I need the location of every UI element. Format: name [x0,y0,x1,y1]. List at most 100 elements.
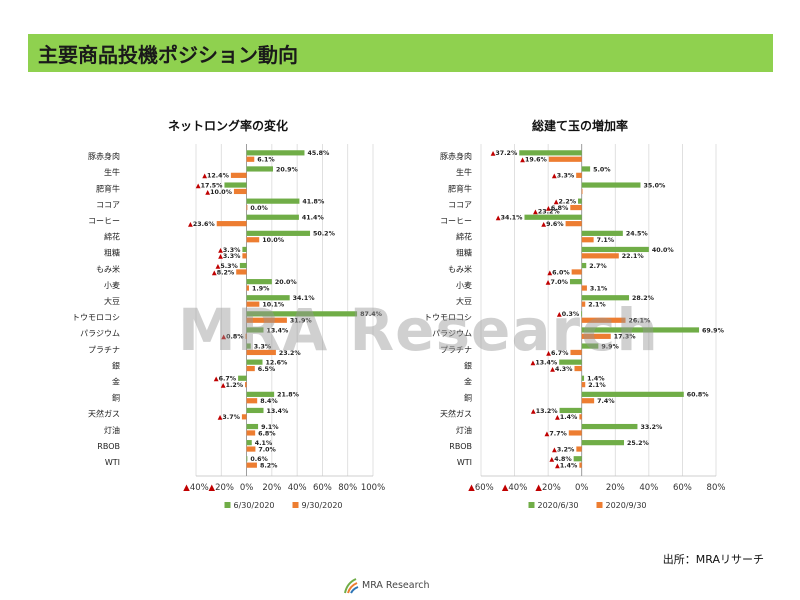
bar [246,285,249,291]
mra-logo-icon [344,578,359,594]
bar [246,301,260,307]
category-label: コーヒー [88,216,120,225]
data-label: ▲13.4% [531,359,558,366]
data-label: 17.3% [614,334,637,341]
legend-swatch [596,502,603,508]
bar [239,262,247,269]
data-label: 8.2% [260,462,278,469]
x-tick-label: 100% [361,483,385,493]
legend-label: 6/30/2020 [234,501,275,510]
data-label: ▲7.0% [546,279,569,286]
bar [571,269,582,275]
category-label: パラジウム [432,329,472,338]
category-label: 天然ガス [440,409,472,419]
bar [224,182,247,188]
bar [519,150,582,156]
category-label: 金 [112,376,120,386]
bar [570,204,582,211]
bar [581,327,700,333]
bar [565,221,582,227]
data-label: ▲2.2% [554,198,577,205]
bar [246,343,251,349]
data-label: 60.8% [687,392,710,399]
legend-label: 2020/6/30 [538,501,579,510]
bar [581,295,630,301]
legend-swatch [528,502,535,508]
category-label: ココア [96,200,120,209]
data-label: 45.8% [307,150,330,157]
bar [576,446,582,452]
bar [246,311,358,317]
data-label: 1.4% [587,376,605,383]
footer-brand: MRA Research [362,580,430,591]
bar [246,156,255,162]
category-label: 銀 [464,360,472,370]
bar [245,333,247,339]
data-label: ▲0.3% [557,311,580,318]
data-label: ▲4.3% [550,366,573,373]
data-label: 21.8% [277,392,300,399]
data-label: 41.4% [302,215,325,222]
source-note: 出所：MRAリサーチ [662,553,764,566]
bar [246,349,276,356]
data-label: 20.9% [276,166,299,173]
legend-swatch [224,502,231,508]
data-label: ▲23.2% [533,209,560,216]
x-tick-label: 20% [262,483,281,493]
bar [242,253,247,259]
x-tick-label: ▲60% [468,483,493,493]
data-label: 7.4% [597,398,615,405]
bar [581,382,586,388]
category-label: 灯油 [104,425,120,435]
bar [581,230,623,236]
page-title: 主要商品投機ポジション動向 [38,43,298,67]
category-label: 綿花 [456,232,472,242]
x-tick-label: 80% [707,483,726,493]
category-label: 粗糖 [456,248,472,258]
data-label: 13.4% [267,408,290,415]
bar [246,407,264,414]
bar [581,253,619,259]
legend-swatch [292,502,299,508]
bar [559,359,582,365]
x-tick-label: 40% [639,483,658,493]
data-label: 2.1% [588,301,606,308]
data-label: 23.2% [279,350,302,357]
bar [245,382,247,388]
legend-label: 2020/9/30 [606,501,647,510]
data-label: 7.0% [258,446,276,453]
data-label: 40.0% [652,247,675,254]
data-label: 10.0% [262,237,285,244]
bar [581,375,585,381]
bar [559,407,582,414]
category-label: トウモロコシ [72,313,120,322]
data-label: 12.6% [266,359,289,366]
bar [574,365,582,372]
data-label: 87.4% [360,311,383,318]
category-label: 豚赤身肉 [88,151,120,161]
x-tick-label: ▲40% [183,483,208,493]
bar [576,172,582,178]
bar [246,204,248,211]
bar [246,365,255,372]
bar [581,301,586,307]
bar [581,317,626,323]
bar [246,150,305,156]
category-label: プラチナ [440,345,472,354]
data-label: ▲1.4% [555,414,578,421]
watermark-text: MRA Research [178,296,659,364]
bar [581,311,583,317]
data-label: ▲1.4% [555,462,578,469]
x-tick-label: 0% [575,483,589,493]
data-label: 2.1% [588,382,606,389]
bar [246,359,263,365]
data-label: 24.5% [626,231,649,238]
data-label: 25.2% [627,440,650,447]
category-label: 灯油 [456,425,472,435]
bar [246,230,311,236]
category-label: ココア [448,200,472,209]
bar [246,295,290,301]
bar [581,440,625,446]
x-tick-label: ▲20% [535,483,560,493]
